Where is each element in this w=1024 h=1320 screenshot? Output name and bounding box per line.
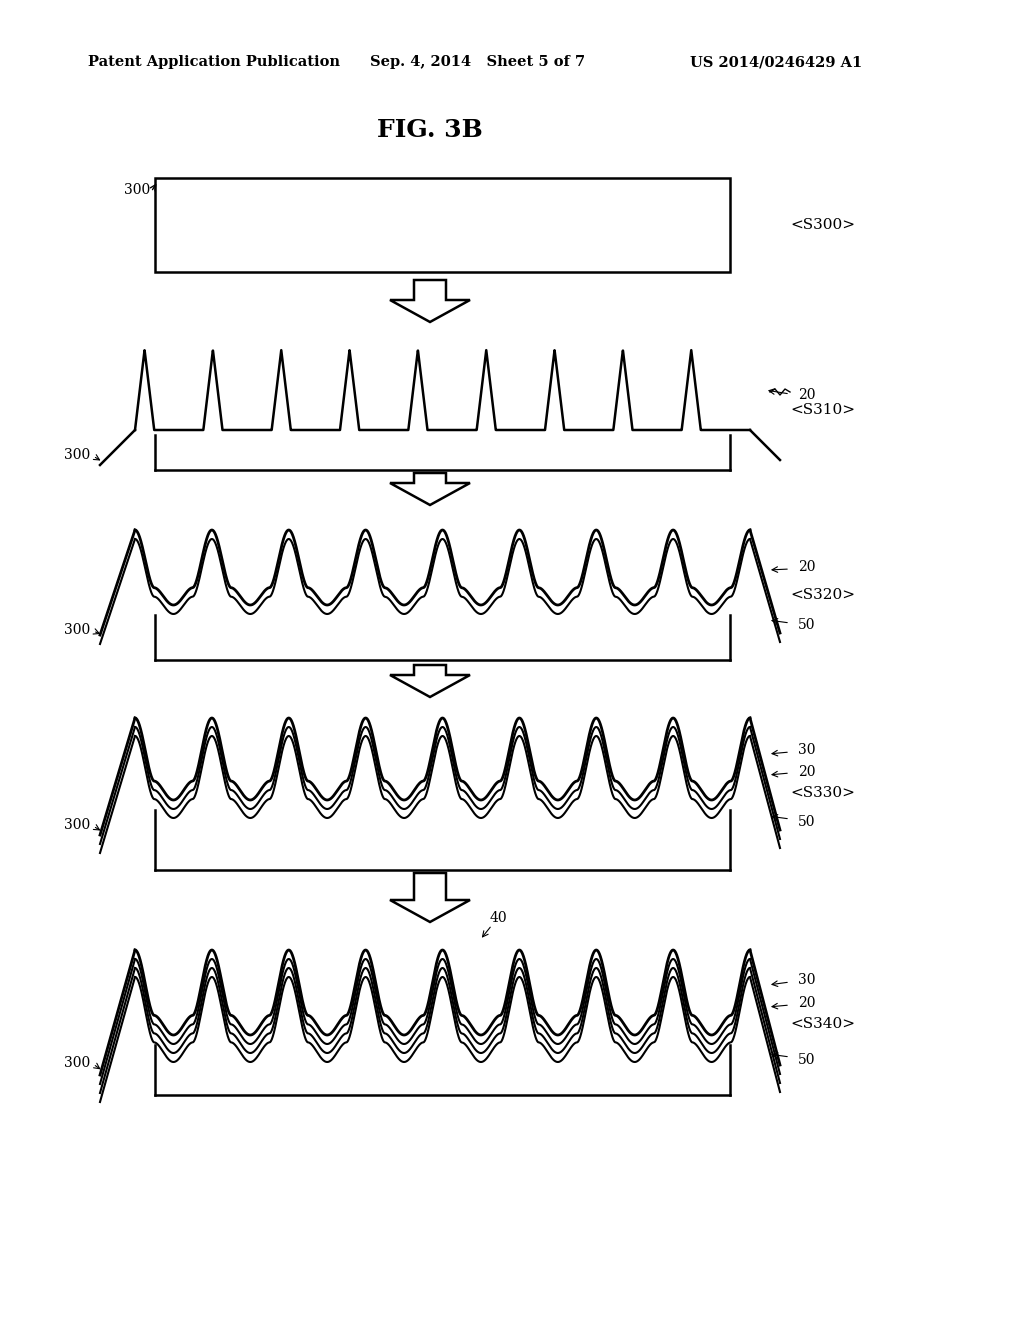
- Text: <S330>: <S330>: [790, 785, 855, 800]
- Text: 50: 50: [798, 1053, 815, 1067]
- Text: 300: 300: [63, 447, 90, 462]
- Text: US 2014/0246429 A1: US 2014/0246429 A1: [690, 55, 862, 69]
- Text: 20: 20: [798, 560, 815, 574]
- Text: <S300>: <S300>: [790, 218, 855, 232]
- Text: Patent Application Publication: Patent Application Publication: [88, 55, 340, 69]
- Text: <S340>: <S340>: [790, 1018, 855, 1031]
- Text: Sep. 4, 2014   Sheet 5 of 7: Sep. 4, 2014 Sheet 5 of 7: [370, 55, 585, 69]
- Text: 50: 50: [798, 814, 815, 829]
- Bar: [155, 178, 730, 272]
- Polygon shape: [390, 873, 470, 921]
- Text: 30: 30: [798, 743, 815, 756]
- Text: 300: 300: [63, 1056, 90, 1071]
- Text: 300: 300: [63, 623, 90, 638]
- Text: 30: 30: [798, 973, 815, 987]
- Text: 50: 50: [798, 618, 815, 632]
- Text: <S320>: <S320>: [790, 587, 855, 602]
- Text: 300: 300: [124, 183, 150, 197]
- Text: FIG. 3B: FIG. 3B: [377, 117, 483, 143]
- Text: 300: 300: [63, 818, 90, 832]
- Polygon shape: [390, 665, 470, 697]
- Text: <S310>: <S310>: [790, 403, 855, 417]
- Text: 20: 20: [798, 766, 815, 779]
- Polygon shape: [390, 473, 470, 506]
- Text: 20: 20: [798, 388, 815, 403]
- Text: 20: 20: [798, 997, 815, 1010]
- Text: 40: 40: [490, 911, 508, 925]
- Polygon shape: [390, 280, 470, 322]
